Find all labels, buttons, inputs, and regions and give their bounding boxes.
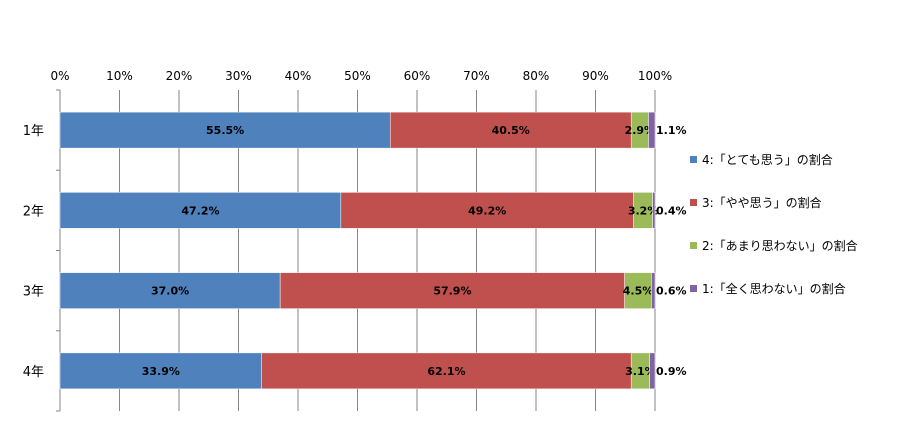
category-label: 4年 bbox=[23, 365, 44, 380]
data-label: 3.2% bbox=[628, 204, 659, 217]
x-tick-label: 30% bbox=[225, 69, 252, 83]
data-label: 2.9% bbox=[625, 124, 656, 137]
x-tick-label: 80% bbox=[523, 69, 550, 83]
bar-segment bbox=[649, 352, 656, 390]
category-labels: 1年 2年 3年 4年 bbox=[23, 124, 44, 380]
data-label: 49.2% bbox=[468, 204, 506, 217]
x-tick-label: 60% bbox=[404, 69, 431, 83]
legend-swatch bbox=[690, 156, 697, 163]
legend-swatch bbox=[690, 285, 697, 292]
bar-segment bbox=[340, 192, 634, 229]
data-label: 40.5% bbox=[492, 124, 530, 137]
bar-segment bbox=[59, 111, 391, 149]
legend: 4:「とても思う」の割合 3:「やや思う」の割合 2:「あまり思わない」の割合 1:「… bbox=[690, 152, 858, 296]
x-tick-label: 50% bbox=[344, 69, 371, 83]
bar-segment bbox=[59, 272, 281, 309]
bar-segment bbox=[59, 192, 342, 229]
legend-label: 2:「あまり思わない」の割合 bbox=[702, 238, 858, 253]
bar-segment bbox=[389, 111, 632, 149]
data-label: 1.1% bbox=[656, 124, 687, 137]
x-tick-label: 40% bbox=[285, 69, 312, 83]
bar-segment bbox=[648, 111, 656, 149]
bar-segment bbox=[651, 272, 656, 309]
data-label: 0.9% bbox=[656, 365, 687, 378]
x-tick-label: 100% bbox=[638, 69, 672, 83]
legend-label: 1:「全く思わない」の割合 bbox=[702, 281, 846, 296]
x-tick-label: 90% bbox=[582, 69, 609, 83]
category-label: 1年 bbox=[23, 124, 44, 139]
data-label: 62.1% bbox=[427, 365, 465, 378]
x-axis-ticks: 0% 10% 20% 30% 40% 50% 60% 70% 80% 90% 100% bbox=[50, 69, 672, 83]
data-label: 47.2% bbox=[181, 204, 219, 217]
category-label: 2年 bbox=[23, 204, 44, 219]
x-tick-label: 70% bbox=[463, 69, 490, 83]
data-label: 3.1% bbox=[625, 365, 656, 378]
data-label: 0.4% bbox=[656, 204, 687, 217]
x-tick-label: 0% bbox=[50, 69, 69, 83]
category-label: 3年 bbox=[23, 285, 44, 300]
legend-label: 4:「とても思う」の割合 bbox=[702, 152, 833, 167]
legend-swatch bbox=[690, 199, 697, 206]
data-label: 33.9% bbox=[142, 365, 180, 378]
data-label: 4.5% bbox=[623, 285, 654, 298]
bar-segment bbox=[624, 272, 652, 309]
x-tick-label: 10% bbox=[106, 69, 133, 83]
legend-swatch bbox=[690, 242, 697, 249]
bars: 55.5% 40.5% 2.9% 1.1% 47.2% 49.2% 3.2%0.4% 37.0… bbox=[59, 111, 687, 390]
bar-segment bbox=[279, 272, 625, 309]
bar-segment bbox=[261, 352, 632, 390]
data-label: 55.5% bbox=[206, 124, 244, 137]
data-label: 37.0% bbox=[151, 285, 189, 298]
bar-segment bbox=[652, 192, 656, 229]
data-label: 57.9% bbox=[433, 285, 471, 298]
x-tick-label: 20% bbox=[166, 69, 193, 83]
legend-label: 3:「やや思う」の割合 bbox=[702, 195, 822, 210]
data-label: 0.6% bbox=[656, 285, 687, 298]
